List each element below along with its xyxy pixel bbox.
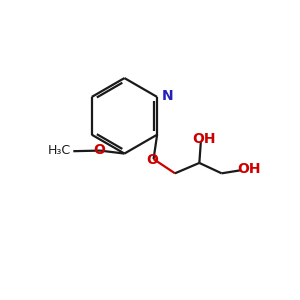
Text: O: O [93,143,105,157]
Text: OH: OH [192,132,215,146]
Text: O: O [146,153,158,167]
Text: OH: OH [237,162,261,176]
Text: N: N [162,89,174,103]
Text: H₃C: H₃C [48,144,71,157]
